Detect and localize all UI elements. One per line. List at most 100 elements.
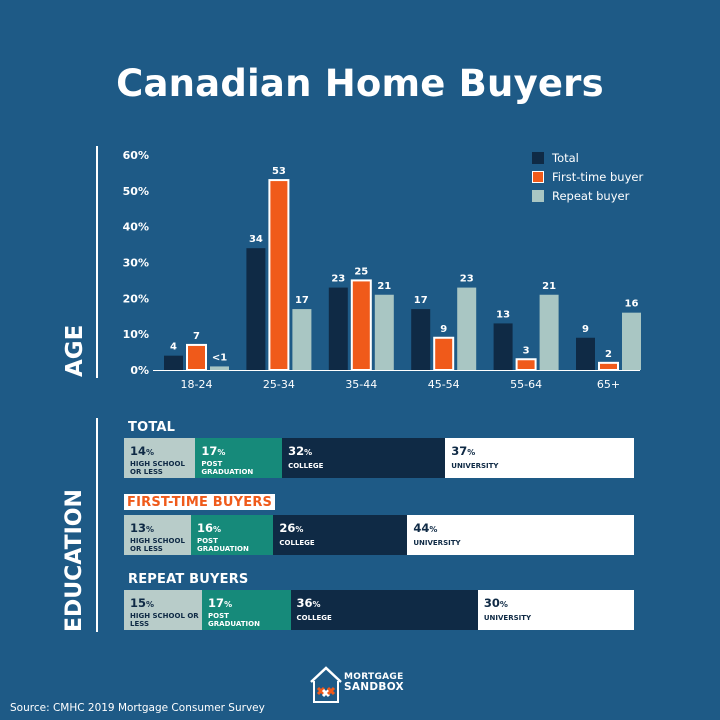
segment-category-label: COLLEGE <box>279 539 315 547</box>
age-divider <box>96 146 98 378</box>
chart-legend: Total First-time buyer Repeat buyer <box>532 148 643 205</box>
data-label: 53 <box>272 166 286 177</box>
data-label: 23 <box>460 274 474 285</box>
segment-percent: 17% <box>201 444 226 458</box>
segment-percent: 13% <box>130 521 155 535</box>
data-label: 23 <box>331 274 345 285</box>
y-tick-label: 0% <box>130 364 149 377</box>
logo-line-1: MORTGAGE <box>344 672 404 682</box>
education-group-title: TOTAL <box>128 420 176 435</box>
y-tick-label: 40% <box>123 221 149 234</box>
bar-repeat-buyer <box>374 294 394 370</box>
data-label: 9 <box>582 324 589 335</box>
bar-repeat-buyer <box>622 312 641 370</box>
education-segment-high-school: 14% HIGH SCHOOL OR LESS <box>124 438 196 478</box>
segment-category-label: UNIVERSITY <box>483 614 532 622</box>
data-label: <1 <box>212 352 227 363</box>
bar-total <box>576 337 595 370</box>
data-label: 3 <box>523 345 530 356</box>
data-label: 34 <box>249 234 263 245</box>
education-stacked-bar: 15% HIGH SCHOOL OR LESS 17% POST GRADUATION… <box>124 590 634 630</box>
legend-label: First-time buyer <box>552 169 644 184</box>
legend-item: First-time buyer <box>532 167 643 186</box>
y-tick-label: 50% <box>123 185 149 198</box>
bar-repeat-buyer <box>292 309 312 370</box>
logo-line-2: SANDBOX <box>344 681 404 693</box>
segment-percent: 15% <box>130 596 155 610</box>
segment-percent: 14% <box>130 444 155 458</box>
bar-total <box>164 355 183 370</box>
data-label: 7 <box>193 331 200 342</box>
legend-item: Repeat buyer <box>532 186 643 205</box>
education-segment-university: 44% UNIVERSITY <box>407 515 634 555</box>
education-group-title: REPEAT BUYERS <box>128 572 249 587</box>
data-label: 17 <box>295 295 309 306</box>
segment-category-label: POST GRADUATION <box>201 460 254 476</box>
x-tick-label: 45-54 <box>428 378 460 391</box>
segment-category-label: UNIVERSITY <box>451 462 499 470</box>
education-group-title: FIRST-TIME BUYERS <box>124 494 276 510</box>
segment-category-label: COLLEGE <box>288 462 324 470</box>
education-segment-college: 26% COLLEGE <box>273 515 408 555</box>
data-label: 9 <box>440 324 447 335</box>
x-tick-label: 35-44 <box>345 378 377 391</box>
segment-category-label: HIGH SCHOOL OR LESS <box>130 460 185 476</box>
segment-category-label: HIGH SCHOOL OR LESS <box>130 537 185 553</box>
y-tick-label: 20% <box>123 292 149 305</box>
education-stacked-bar: 14% HIGH SCHOOL OR LESS 17% POST GRADUATION… <box>124 438 634 478</box>
y-tick-label: 30% <box>123 257 149 270</box>
legend-swatch <box>532 189 544 202</box>
segment-category-label: COLLEGE <box>296 614 332 622</box>
legend-swatch <box>532 170 544 183</box>
x-tick-label: 18-24 <box>181 378 213 391</box>
age-bar-chart: 0% 10% 20% 30% 40% 50% 60% 4 7 <1 18-24 34 53 17 25-34… <box>123 149 641 391</box>
bar-repeat-buyer <box>210 366 229 370</box>
education-segment-university: 37% UNIVERSITY <box>445 438 634 478</box>
education-stacked-bar: 13% HIGH SCHOOL OR LESS 16% POST GRADUATION… <box>124 515 634 555</box>
segment-percent: 44% <box>413 521 438 535</box>
legend-label: Repeat buyer <box>552 188 630 203</box>
segment-percent: 26% <box>279 521 304 535</box>
education-segment-college: 32% COLLEGE <box>282 438 446 478</box>
education-segment-post-graduation: 17% POST GRADUATION <box>195 438 283 478</box>
segment-percent: 30% <box>483 596 508 610</box>
data-label: 21 <box>377 281 391 292</box>
x-tick-label: 25-34 <box>263 378 295 391</box>
education-segment-high-school: 13% HIGH SCHOOL OR LESS <box>124 515 191 555</box>
bar-first-time-buyer <box>186 343 207 371</box>
segment-category-label: HIGH SCHOOL OR LESS <box>130 612 199 628</box>
education-segment-high-school: 15% HIGH SCHOOL OR LESS <box>124 590 203 630</box>
segment-percent: 16% <box>196 521 221 535</box>
source-note: Source: CMHC 2019 Mortgage Consumer Surv… <box>10 702 265 714</box>
data-label: 4 <box>170 342 177 353</box>
x-tick-label: 55-64 <box>510 378 542 391</box>
segment-percent: 36% <box>296 596 321 610</box>
bar-first-time-buyer <box>598 361 619 372</box>
bar-total <box>328 287 348 370</box>
chart-title: Canadian Home Buyers <box>116 62 604 105</box>
bar-total <box>246 248 266 370</box>
education-segment-college: 36% COLLEGE <box>290 590 478 630</box>
mortgage-sandbox-logo: MORTGAGE SANDBOX <box>308 662 418 710</box>
bar-repeat-buyer <box>539 294 559 370</box>
data-label: 13 <box>496 309 510 320</box>
segment-category-label: POST GRADUATION <box>196 537 249 553</box>
legend-label: Total <box>552 150 579 165</box>
education-segment-university: 30% UNIVERSITY <box>477 590 634 630</box>
legend-item: Total <box>532 148 643 167</box>
x-tick-label: 65+ <box>597 378 620 391</box>
education-segment-post-graduation: 16% POST GRADUATION <box>190 515 274 555</box>
y-tick-label: 60% <box>123 149 149 162</box>
bar-total <box>411 309 431 370</box>
data-label: 17 <box>414 295 428 306</box>
data-label: 25 <box>354 266 368 277</box>
segment-category-label: UNIVERSITY <box>413 539 461 547</box>
segment-category-label: POST GRADUATION <box>208 612 260 628</box>
bar-total <box>493 323 513 370</box>
segment-percent: 17% <box>208 596 233 610</box>
segment-percent: 32% <box>288 444 313 458</box>
education-divider <box>96 418 98 632</box>
bar-repeat-buyer <box>457 287 477 370</box>
bar-first-time-buyer <box>515 358 537 371</box>
segment-percent: 37% <box>451 444 476 458</box>
